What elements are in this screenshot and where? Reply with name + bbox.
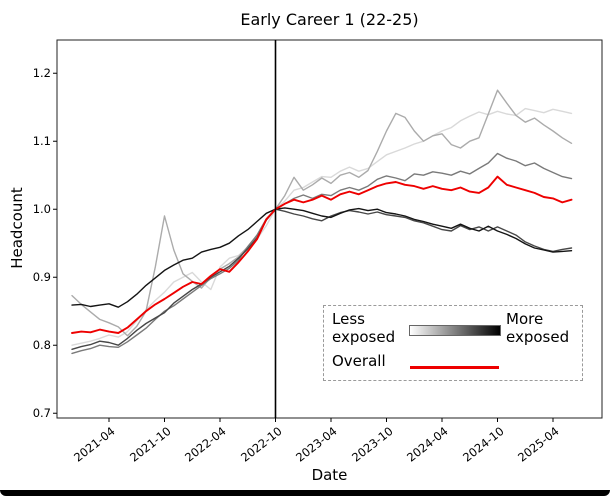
legend-less-exposed-label: Less exposed [332, 310, 396, 346]
y-tick-label: 1.2 [32, 66, 51, 81]
legend-box: Less exposed More exposed Overall [323, 305, 583, 381]
window-frame-bottom [0, 490, 610, 496]
legend-overall-label: Overall [332, 352, 386, 370]
y-tick-label: 0.9 [32, 270, 51, 285]
chart-title: Early Career 1 (22-25) [240, 10, 419, 29]
legend-overall-line-swatch [410, 366, 499, 369]
y-tick-label: 0.7 [32, 406, 51, 421]
series-line-quintile-3 [71, 152, 573, 355]
series-line-quintile-4 [71, 208, 573, 350]
y-tick-label: 0.8 [32, 338, 51, 353]
y-tick-label: 1.1 [32, 134, 51, 149]
series-line-quintile-2 [71, 89, 573, 337]
series-line-overall [71, 175, 573, 334]
exposure-gradient-swatch [409, 325, 501, 336]
axes-frame [56, 39, 603, 419]
series-line-quintile-5-most-exposed [71, 207, 573, 308]
y-tick-label: 1.0 [32, 202, 51, 217]
x-axis-label: Date [311, 466, 348, 484]
legend-more-exposed-label: More exposed [506, 310, 570, 346]
